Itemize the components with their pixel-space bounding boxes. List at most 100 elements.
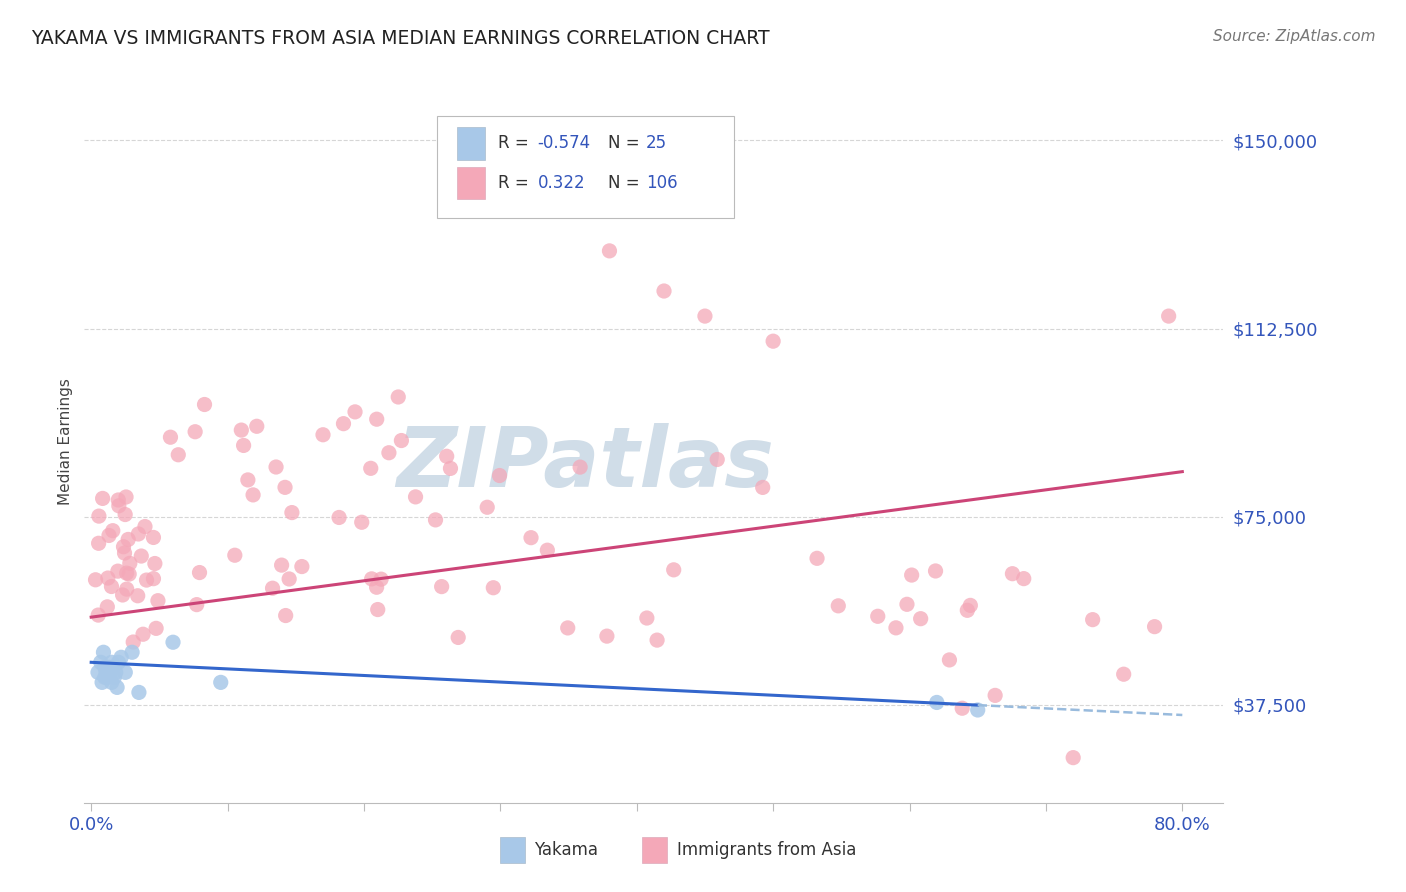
FancyBboxPatch shape <box>437 117 734 218</box>
Point <box>101 524 124 538</box>
Point <box>90 655 112 669</box>
Point <box>209 675 232 690</box>
Point <box>636 611 658 625</box>
Point <box>114 546 136 560</box>
Point <box>188 566 211 580</box>
Point <box>1012 572 1035 586</box>
Point <box>114 665 136 680</box>
Point <box>96 665 118 680</box>
Point <box>107 564 129 578</box>
Point <box>142 572 165 586</box>
Point <box>127 527 149 541</box>
Point <box>447 631 470 645</box>
Point <box>1112 667 1135 681</box>
Point <box>87 608 110 623</box>
Point <box>132 627 155 641</box>
Point <box>159 430 181 444</box>
Point <box>101 660 124 674</box>
Text: Yakama: Yakama <box>534 841 598 859</box>
Point <box>142 531 165 545</box>
Point <box>598 244 620 258</box>
Point <box>896 597 918 611</box>
Point <box>281 506 304 520</box>
Point <box>96 670 118 684</box>
Point <box>224 548 246 562</box>
FancyBboxPatch shape <box>457 128 485 160</box>
Point <box>104 665 127 680</box>
Point <box>93 645 115 659</box>
Point <box>706 452 728 467</box>
Point <box>105 681 128 695</box>
Text: R =: R = <box>498 174 538 192</box>
Y-axis label: Median Earnings: Median Earnings <box>58 378 73 505</box>
Point <box>91 491 114 506</box>
Point <box>1001 566 1024 581</box>
Point <box>536 543 558 558</box>
Point <box>693 309 716 323</box>
Point <box>127 589 149 603</box>
Point <box>274 480 297 494</box>
Point <box>884 621 907 635</box>
Point <box>328 510 350 524</box>
Point <box>264 460 287 475</box>
Point <box>97 660 120 674</box>
Point <box>477 500 499 515</box>
Point <box>87 536 110 550</box>
Text: -0.574: -0.574 <box>537 134 591 153</box>
Point <box>118 557 141 571</box>
Point <box>91 675 114 690</box>
Point <box>145 621 167 635</box>
Point <box>98 665 121 680</box>
Point <box>366 580 388 594</box>
Point <box>108 499 131 513</box>
Point <box>112 540 135 554</box>
Point <box>146 593 169 607</box>
Point <box>87 665 110 680</box>
Point <box>436 450 458 464</box>
Point <box>94 670 117 684</box>
Point <box>367 602 389 616</box>
Point <box>405 490 427 504</box>
Point <box>121 645 143 659</box>
Point <box>270 558 292 573</box>
Point <box>425 513 447 527</box>
Text: R =: R = <box>498 134 534 153</box>
Point <box>569 460 592 475</box>
Point <box>167 448 190 462</box>
Point <box>115 566 138 581</box>
Point <box>662 563 685 577</box>
Point <box>100 580 122 594</box>
Point <box>1062 750 1084 764</box>
Point <box>107 655 129 669</box>
Point <box>100 655 122 669</box>
Point <box>242 488 264 502</box>
Point <box>924 564 946 578</box>
Point <box>488 468 510 483</box>
Point <box>312 427 335 442</box>
Point <box>360 572 382 586</box>
Point <box>246 419 269 434</box>
Text: Immigrants from Asia: Immigrants from Asia <box>676 841 856 859</box>
Point <box>186 598 208 612</box>
Point <box>1143 620 1166 634</box>
Point <box>107 493 129 508</box>
Point <box>900 568 922 582</box>
Point <box>762 334 785 348</box>
Point <box>128 685 150 699</box>
Point <box>482 581 505 595</box>
Point <box>751 480 773 494</box>
FancyBboxPatch shape <box>643 838 668 863</box>
Point <box>110 650 132 665</box>
Text: 0.322: 0.322 <box>537 174 585 192</box>
Point <box>360 461 382 475</box>
Point <box>135 573 157 587</box>
Point <box>370 572 392 586</box>
FancyBboxPatch shape <box>501 838 524 863</box>
Point <box>134 519 156 533</box>
Point <box>827 599 849 613</box>
Point <box>652 284 675 298</box>
Point <box>96 599 118 614</box>
Text: N =: N = <box>609 174 645 192</box>
Point <box>557 621 579 635</box>
Text: 25: 25 <box>645 134 666 153</box>
